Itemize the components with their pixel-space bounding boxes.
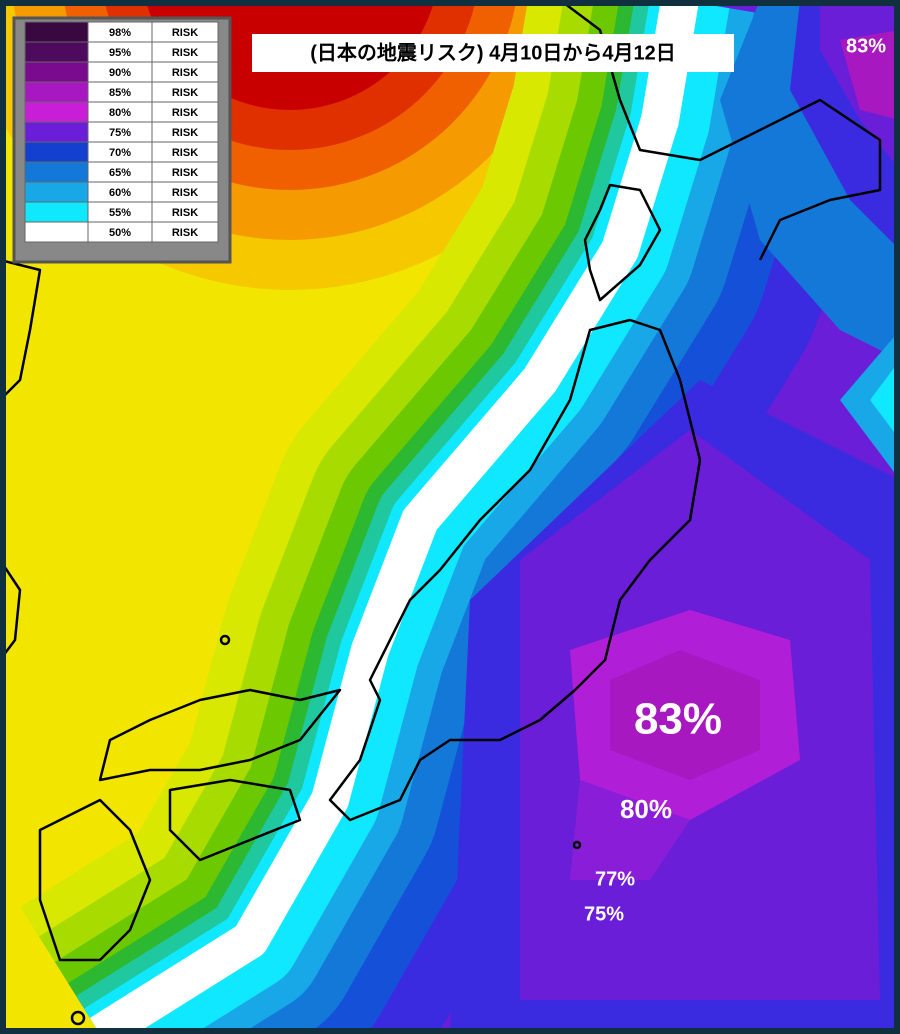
legend: 98% RISK 95% RISK 90% RISK 85% RISK 80% RISK 75% RI…	[12, 16, 232, 264]
risk-labels: 83% 83% 80% 77% 75%	[584, 35, 886, 925]
legend-swatch	[24, 81, 89, 103]
legend-swatch	[24, 21, 89, 43]
coastlines	[0, 0, 882, 1026]
legend-swatch	[24, 41, 89, 63]
legend-level: 65%	[109, 167, 131, 179]
legend-swatch	[24, 141, 89, 163]
legend-label: RISK	[172, 87, 198, 99]
legend-level: 80%	[109, 107, 131, 119]
legend-swatch	[24, 161, 89, 183]
legend-label: RISK	[172, 147, 198, 159]
risk-label: 83%	[846, 35, 886, 57]
legend-label: RISK	[172, 207, 198, 219]
legend-swatch	[24, 201, 89, 223]
legend-level: 90%	[109, 67, 131, 79]
legend-level: 55%	[109, 207, 131, 219]
legend-label: RISK	[172, 127, 198, 139]
title-box	[252, 34, 734, 72]
title: (日本の地震リスク) 4月10日から4月12日	[310, 41, 676, 64]
legend-cell	[151, 221, 219, 243]
risk-label: 80%	[620, 794, 672, 824]
legend-label: RISK	[172, 187, 198, 199]
legend-level: 50%	[109, 227, 131, 239]
legend-swatch	[24, 61, 89, 83]
legend-level: 60%	[109, 187, 131, 199]
legend-level: 75%	[109, 127, 131, 139]
risk-label: 75%	[584, 903, 624, 925]
legend-swatch	[24, 121, 89, 143]
legend-swatch	[24, 101, 89, 123]
legend-level: 85%	[109, 87, 131, 99]
legend-level: 98%	[109, 27, 131, 39]
legend-label: RISK	[172, 107, 198, 119]
legend-label: RISK	[172, 227, 198, 239]
risk-label: 77%	[595, 868, 635, 890]
legend-level: 70%	[109, 147, 131, 159]
legend-label: RISK	[172, 67, 198, 79]
legend-label: RISK	[172, 167, 198, 179]
legend-label: RISK	[172, 47, 198, 59]
legend-label: RISK	[172, 27, 198, 39]
legend-swatch	[24, 221, 89, 243]
legend-swatch	[24, 181, 89, 203]
risk-label: 83%	[634, 695, 722, 744]
legend-level: 95%	[109, 47, 131, 59]
